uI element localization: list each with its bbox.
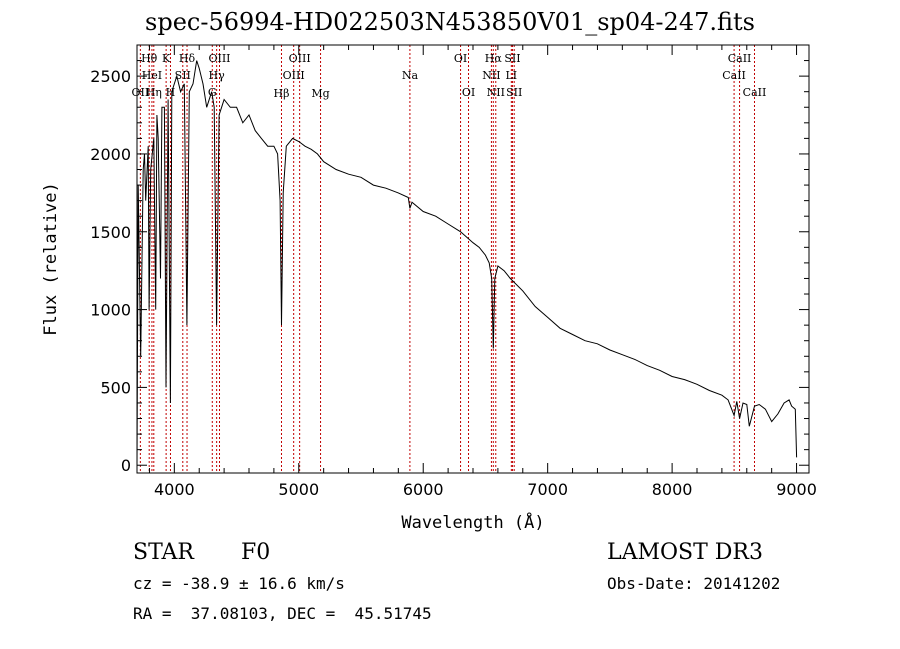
x-tick-label: 6000 xyxy=(403,480,444,499)
line-label: OII xyxy=(132,86,150,99)
y-tick-label: 2500 xyxy=(90,67,131,86)
y-tick-label: 1000 xyxy=(90,301,131,320)
line-label: OIII xyxy=(208,52,230,65)
x-axis-label: Wavelength (Å) xyxy=(401,511,544,533)
spectral-class: F0 xyxy=(241,540,271,565)
y-tick-label: 2000 xyxy=(90,145,131,164)
line-label: OIII xyxy=(283,69,305,82)
x-tick-label: 4000 xyxy=(154,480,195,499)
line-label: Na xyxy=(402,69,419,82)
line-label: OI xyxy=(454,52,467,65)
x-tick-label: 9000 xyxy=(776,480,817,499)
line-label: SII xyxy=(506,86,522,99)
survey-name: LAMOST DR3 xyxy=(607,540,763,565)
line-label: G xyxy=(208,86,217,99)
ra-dec: RA = 37.08103, DEC = 45.51745 xyxy=(133,604,432,623)
line-label: K xyxy=(162,52,171,65)
line-label: NII xyxy=(487,86,505,99)
line-label: Hδ xyxy=(179,52,196,65)
line-label: OI xyxy=(462,86,475,99)
y-tick-label: 1500 xyxy=(90,223,131,242)
spectrum-line xyxy=(136,60,798,466)
line-label: CaII xyxy=(728,52,752,65)
line-label: SII xyxy=(504,52,520,65)
y-axis-label: Flux (relative) xyxy=(41,182,61,336)
spectral-line-markers xyxy=(139,45,755,473)
x-tick-label: 7000 xyxy=(527,480,568,499)
line-label: Hη xyxy=(146,86,162,99)
object-type: STAR xyxy=(133,540,194,565)
x-tick-label: 8000 xyxy=(652,480,693,499)
redshift-cz: cz = -38.9 ± 16.6 km/s xyxy=(133,574,345,593)
y-tick-label: 500 xyxy=(100,378,131,397)
line-label: Hβ xyxy=(274,87,290,100)
obs-date: Obs-Date: 20141202 xyxy=(607,574,781,593)
line-label: Hγ xyxy=(209,69,226,82)
line-label: LI xyxy=(506,69,518,82)
line-label: Hθ xyxy=(141,52,158,65)
line-label: CaII xyxy=(722,69,746,82)
line-label: OIII xyxy=(289,52,311,65)
axis-ticks: 4000 5000 6000 7000 8000 9000 0 500 1000 1500 2000… xyxy=(90,45,817,499)
y-tick-label: 0 xyxy=(121,456,131,475)
line-label: H xyxy=(166,86,176,99)
chart-title: spec-56994-HD022503N453850V01_sp04-247.f… xyxy=(145,8,755,36)
line-label: HeI xyxy=(142,69,162,82)
line-label: CaII xyxy=(743,86,767,99)
line-label: Hα xyxy=(485,52,503,65)
line-label: NII xyxy=(482,69,500,82)
x-tick-label: 5000 xyxy=(278,480,319,499)
line-label: SII xyxy=(175,69,191,82)
line-label: Mg xyxy=(311,87,329,100)
